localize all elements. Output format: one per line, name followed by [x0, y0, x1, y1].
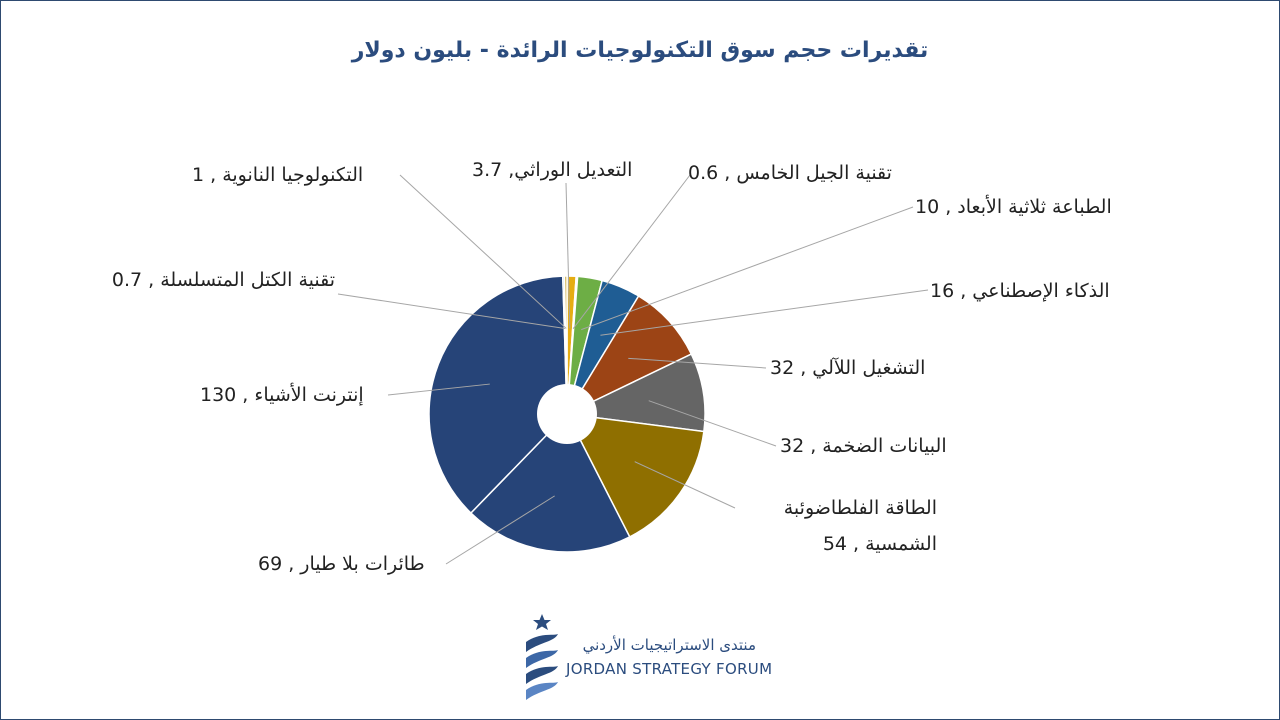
pie-slice-drones — [469, 412, 631, 553]
logo-english-text: JORDAN STRATEGY FORUM — [566, 660, 773, 678]
data-label-blockchain: تقنية الكتل المتسلسلة , 0.7 — [111, 269, 335, 291]
chart-title: تقديرات حجم سوق التكنولوجيات الرائدة - ب… — [351, 38, 929, 63]
data-label-ai: الذكاء الإصطناعي , 16 — [930, 280, 1110, 302]
data-label-nanotech: التكنولوجيا النانوية , 1 — [192, 164, 364, 186]
leader-line-gene-editing — [565, 182, 571, 329]
data-label-iot: إنترنت الأشياء , 130 — [200, 384, 364, 406]
data-label-solar: الطاقة الفلطاضوئبة الشمسية , 54 — [783, 497, 937, 555]
pie-slice-solar — [565, 413, 705, 538]
leader-line-blockchain — [337, 293, 565, 329]
leader-line-solar — [634, 461, 736, 509]
leader-line-big-data — [648, 400, 777, 447]
data-label-drones: طائرات بلا طيار , 69 — [258, 553, 425, 575]
logo: منتدى الاستراتيجيات الأردني JORDAN STRAT… — [520, 612, 773, 708]
leader-line-5g — [572, 174, 691, 329]
logo-emblem-icon — [526, 614, 558, 700]
pie-slice-nanotech — [563, 275, 568, 415]
pie-slice-iot — [428, 275, 568, 515]
data-label-robotics: التشغيل اللآلي , 32 — [770, 357, 926, 379]
logo-arabic-text: منتدى الاستراتيجيات الأردني — [582, 636, 756, 654]
leader-line-3d-printing — [581, 206, 914, 331]
leader-line-iot — [387, 383, 490, 396]
leader-line-nanotech — [399, 174, 567, 329]
data-label-3d-printing: الطباعة ثلاثية الأبعاد , 10 — [915, 196, 1112, 218]
pie-slice-robotics — [565, 294, 693, 416]
data-label-big-data: البيانات الضخمة , 32 — [780, 435, 947, 457]
leader-line-drones — [445, 495, 555, 565]
data-label-5g: تقنية الجيل الخامس , 0.6 — [688, 162, 892, 184]
pie-center-hole — [537, 384, 597, 444]
leader-line-robotics — [628, 357, 767, 369]
data-label-gene-editing: التعديل الوراثي, 3.7 — [472, 159, 633, 181]
leader-line-ai — [600, 289, 929, 336]
pie-slice-big-data — [564, 353, 706, 433]
